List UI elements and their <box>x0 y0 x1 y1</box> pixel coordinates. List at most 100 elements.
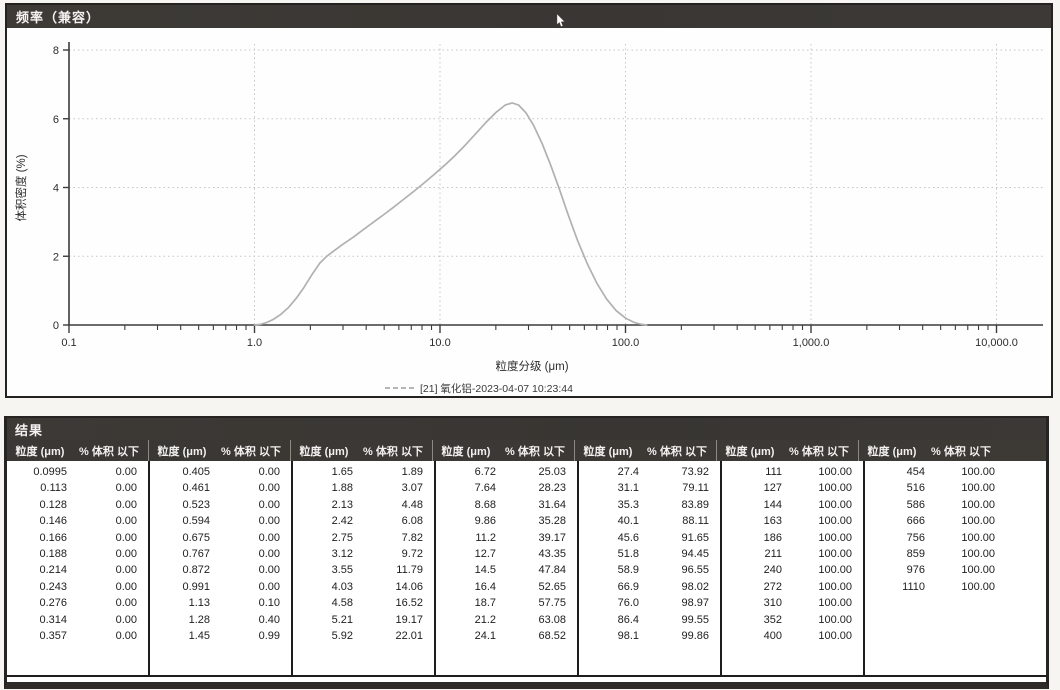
table-row: 352 100.00 <box>722 612 863 628</box>
table-row: 18.7 57.75 <box>436 595 577 611</box>
table-row: 310 100.00 <box>722 595 863 611</box>
table-row: 4.58 16.52 <box>293 595 434 611</box>
cell-percent-below: 0.00 <box>258 547 280 560</box>
cell-size: 0.113 <box>40 482 67 495</box>
results-titlebar: 结果 <box>7 418 1046 440</box>
cell-size: 127 <box>763 482 782 495</box>
cell-percent-below: 98.97 <box>681 597 709 610</box>
column-group-header: 粒度 (μm) % 体积 以下 <box>148 440 290 461</box>
table-row: 5.92 22.01 <box>293 628 434 644</box>
table-row: 756 100.00 <box>865 530 1046 546</box>
cell-percent-below: 100.00 <box>818 482 852 495</box>
cell-size: 8.68 <box>474 498 496 511</box>
table-row: 586 100.00 <box>865 497 1046 513</box>
cell-percent-below: 35.28 <box>538 515 566 528</box>
table-row: 0.166 0.00 <box>7 530 148 546</box>
svg-text:10.0: 10.0 <box>429 337 450 349</box>
cell-percent-below: 19.17 <box>395 613 423 626</box>
table-row: 51.8 94.45 <box>579 546 720 562</box>
column-group-body: 0.0995 0.00 0.113 0.00 0.128 0.00 0.146 0.00 0.1… <box>7 461 148 675</box>
svg-text:1,000.0: 1,000.0 <box>793 337 830 349</box>
results-footer-space <box>7 677 1046 682</box>
cell-percent-below: 100.00 <box>818 597 852 610</box>
frequency-panel-titlebar: 频率（兼容） <box>7 5 1051 28</box>
cell-size: 18.7 <box>474 597 496 610</box>
cell-percent-below: 100.00 <box>818 629 852 642</box>
cell-percent-below: 3.07 <box>401 482 423 495</box>
cell-percent-below: 100.00 <box>961 564 995 577</box>
cell-size: 163 <box>763 515 782 528</box>
header-size: 粒度 (μm) <box>583 445 633 458</box>
cell-percent-below: 0.10 <box>258 597 280 610</box>
cell-size: 5.21 <box>331 613 353 626</box>
cell-size: 0.594 <box>182 515 210 528</box>
cell-size: 6.72 <box>474 466 496 478</box>
cell-percent-below: 100.00 <box>818 466 852 478</box>
table-row: 0.594 0.00 <box>150 513 291 529</box>
cell-size: 211 <box>764 547 782 560</box>
cell-percent-below: 100.00 <box>961 515 995 528</box>
cell-size: 0.767 <box>182 547 210 560</box>
svg-text:0.1: 0.1 <box>61 337 76 349</box>
cell-percent-below: 0.00 <box>115 482 137 495</box>
table-row: 0.128 0.00 <box>7 497 148 513</box>
cell-size: 0.405 <box>182 466 210 478</box>
cell-size: 1.45 <box>188 629 210 642</box>
cell-size: 859 <box>906 547 925 560</box>
header-percent-below: % 体积 以下 <box>79 445 139 458</box>
particle-size-distribution-chart: 0.1 1.0 10.0 100.0 1,000.0 10,000.0 0 2 4 6 8 粒度分… <box>14 42 1043 395</box>
cell-size: 98.1 <box>617 629 639 642</box>
cell-percent-below: 14.06 <box>395 580 423 593</box>
table-row: 6.72 25.03 <box>436 464 577 480</box>
table-row: 1110 100.00 <box>865 579 1046 595</box>
cell-size: 58.9 <box>617 564 639 577</box>
cell-size: 0.314 <box>39 613 67 626</box>
cell-percent-below: 16.52 <box>395 597 423 610</box>
table-row: 0.113 0.00 <box>7 480 148 496</box>
cell-size: 11.2 <box>475 531 496 544</box>
svg-text:8: 8 <box>53 45 59 57</box>
cell-size: 5.92 <box>331 629 353 642</box>
svg-text:1.0: 1.0 <box>247 337 262 349</box>
cell-size: 0.461 <box>182 482 210 495</box>
cell-size: 4.03 <box>331 580 353 593</box>
cell-percent-below: 0.00 <box>258 564 280 577</box>
cell-size: 2.42 <box>331 515 353 528</box>
cell-percent-below: 100.00 <box>818 613 852 626</box>
table-row: 14.5 47.84 <box>436 562 577 578</box>
cell-size: 45.6 <box>617 531 639 544</box>
cell-size: 111 <box>765 466 782 478</box>
table-row: 0.243 0.00 <box>7 579 148 595</box>
cell-percent-below: 25.03 <box>538 466 566 478</box>
table-row: 0.146 0.00 <box>7 513 148 529</box>
cell-percent-below: 100.00 <box>961 547 995 560</box>
axis-ticks <box>63 49 998 333</box>
cell-size: 3.12 <box>331 547 353 560</box>
cell-size: 352 <box>763 613 782 626</box>
header-percent-below: % 体积 以下 <box>931 445 991 458</box>
table-row: 0.357 0.00 <box>7 628 148 644</box>
results-title: 结果 <box>15 422 44 438</box>
cell-size: 4.58 <box>331 597 353 610</box>
table-row: 66.9 98.02 <box>579 579 720 595</box>
header-percent-below: % 体积 以下 <box>363 445 423 458</box>
column-group-header: 粒度 (μm) % 体积 以下 <box>716 440 858 461</box>
cell-percent-below: 100.00 <box>961 531 995 544</box>
cell-percent-below: 100.00 <box>961 482 995 495</box>
table-row: 2.13 4.48 <box>293 497 434 513</box>
cell-percent-below: 100.00 <box>818 580 852 593</box>
cell-size: 31.1 <box>617 482 639 495</box>
cell-percent-below: 100.00 <box>818 515 852 528</box>
cell-size: 0.188 <box>39 547 67 560</box>
cell-size: 756 <box>906 531 925 544</box>
cell-size: 0.675 <box>182 531 210 544</box>
horizontal-gridlines <box>69 49 1043 257</box>
cell-percent-below: 0.00 <box>258 531 280 544</box>
cell-size: 0.872 <box>182 564 210 577</box>
table-row: 1.28 0.40 <box>150 612 291 628</box>
cell-percent-below: 100.00 <box>818 531 852 544</box>
cell-size: 2.75 <box>331 531 353 544</box>
header-percent-below: % 体积 以下 <box>505 445 565 458</box>
cell-percent-below: 11.79 <box>396 564 423 577</box>
cell-percent-below: 0.00 <box>258 580 280 593</box>
